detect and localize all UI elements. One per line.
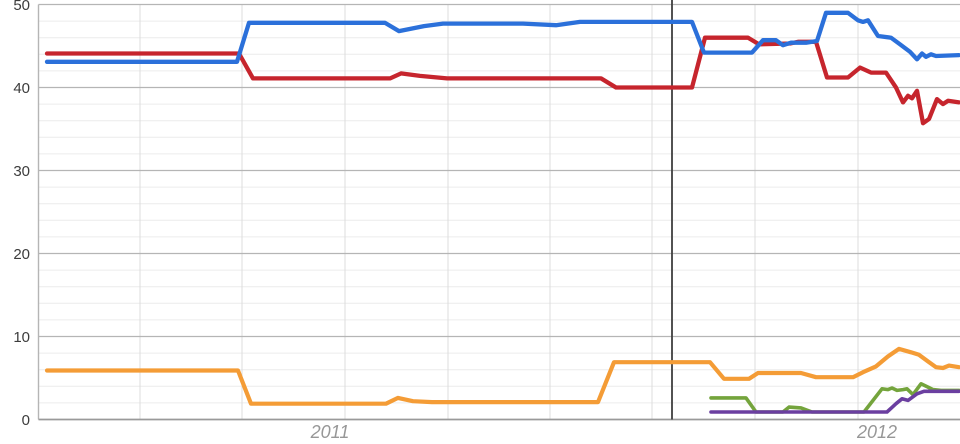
- y-axis-label: 20: [13, 246, 30, 263]
- y-axis-label: 40: [13, 80, 30, 97]
- y-axis-label: 50: [13, 0, 30, 14]
- x-axis-year-label: 2012: [856, 422, 897, 442]
- series-orange-line: [44, 346, 960, 406]
- y-axis-label: 0: [22, 412, 30, 429]
- series-purple-line: [709, 389, 960, 414]
- y-axis-label: 10: [13, 329, 30, 346]
- y-axis-label: 30: [13, 163, 30, 180]
- series-green-line: [709, 381, 960, 414]
- series-red-line: [44, 35, 960, 126]
- series-blue-line: [44, 10, 960, 64]
- x-axis-year-label: 2011: [310, 422, 350, 442]
